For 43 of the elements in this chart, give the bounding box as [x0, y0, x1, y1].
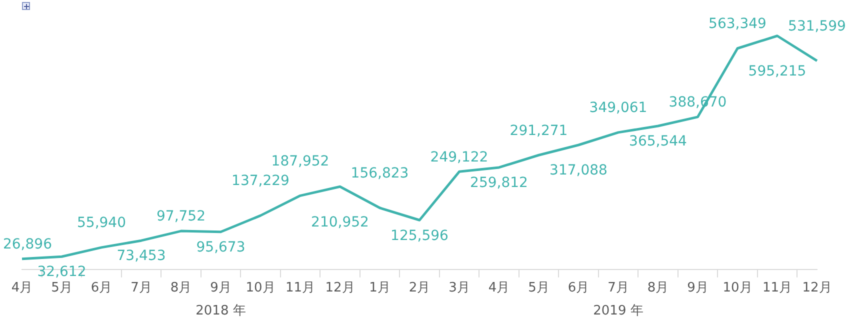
x-tick-label: 8月: [170, 280, 192, 296]
data-label: 55,940: [77, 215, 126, 232]
data-label: 259,812: [470, 175, 528, 192]
x-tick-label: 9月: [210, 280, 232, 296]
x-tick-label: 6月: [90, 280, 112, 296]
x-tick-label: 11月: [285, 280, 316, 296]
x-tick-label: 10月: [246, 280, 276, 296]
x-tick-label: 3月: [448, 280, 470, 296]
data-label: 210,952: [311, 214, 369, 230]
data-label: 95,673: [196, 240, 246, 256]
data-label: 32,612: [37, 264, 86, 280]
text: 2019 年: [593, 303, 644, 318]
x-tick-label: 12月: [325, 280, 355, 296]
x-tick-label: 6月: [568, 280, 590, 296]
x-tick-label: 11月: [762, 280, 792, 296]
x-tick-label: 8月: [647, 280, 669, 296]
text: 2018 年: [196, 303, 246, 318]
data-label: 156,823: [350, 166, 409, 182]
x-tick-label: 7月: [130, 280, 152, 296]
data-label: 73,453: [116, 248, 166, 264]
data-label: 563,349: [708, 16, 766, 32]
data-label: 187,952: [271, 153, 330, 170]
data-label: 249,122: [430, 149, 488, 166]
x-tick-label: 4月: [488, 280, 510, 296]
x-tick-label: 2月: [408, 280, 430, 296]
x-tick-label: 9月: [687, 280, 708, 296]
data-label: 97,752: [156, 208, 206, 225]
data-label: 531,599: [788, 18, 846, 34]
data-label: 137,229: [232, 173, 290, 190]
x-tick-label: 10月: [722, 280, 752, 296]
x-tick-label: 12月: [802, 280, 832, 296]
data-label: 365,544: [629, 134, 688, 150]
data-label: 595,215: [748, 64, 806, 80]
x-tick-label: 5月: [51, 280, 72, 296]
data-label: 291,271: [510, 122, 568, 139]
x-tick-label: 5月: [528, 280, 550, 296]
x-tick-label: 7月: [608, 280, 629, 296]
data-label: 125,596: [390, 228, 449, 244]
x-tick-label: 4月: [11, 280, 33, 296]
x-tick-label: 1月: [369, 280, 390, 296]
data-label: 317,088: [550, 162, 608, 179]
data-label: 349,061: [589, 100, 648, 116]
data-label: 26,896: [2, 236, 52, 252]
